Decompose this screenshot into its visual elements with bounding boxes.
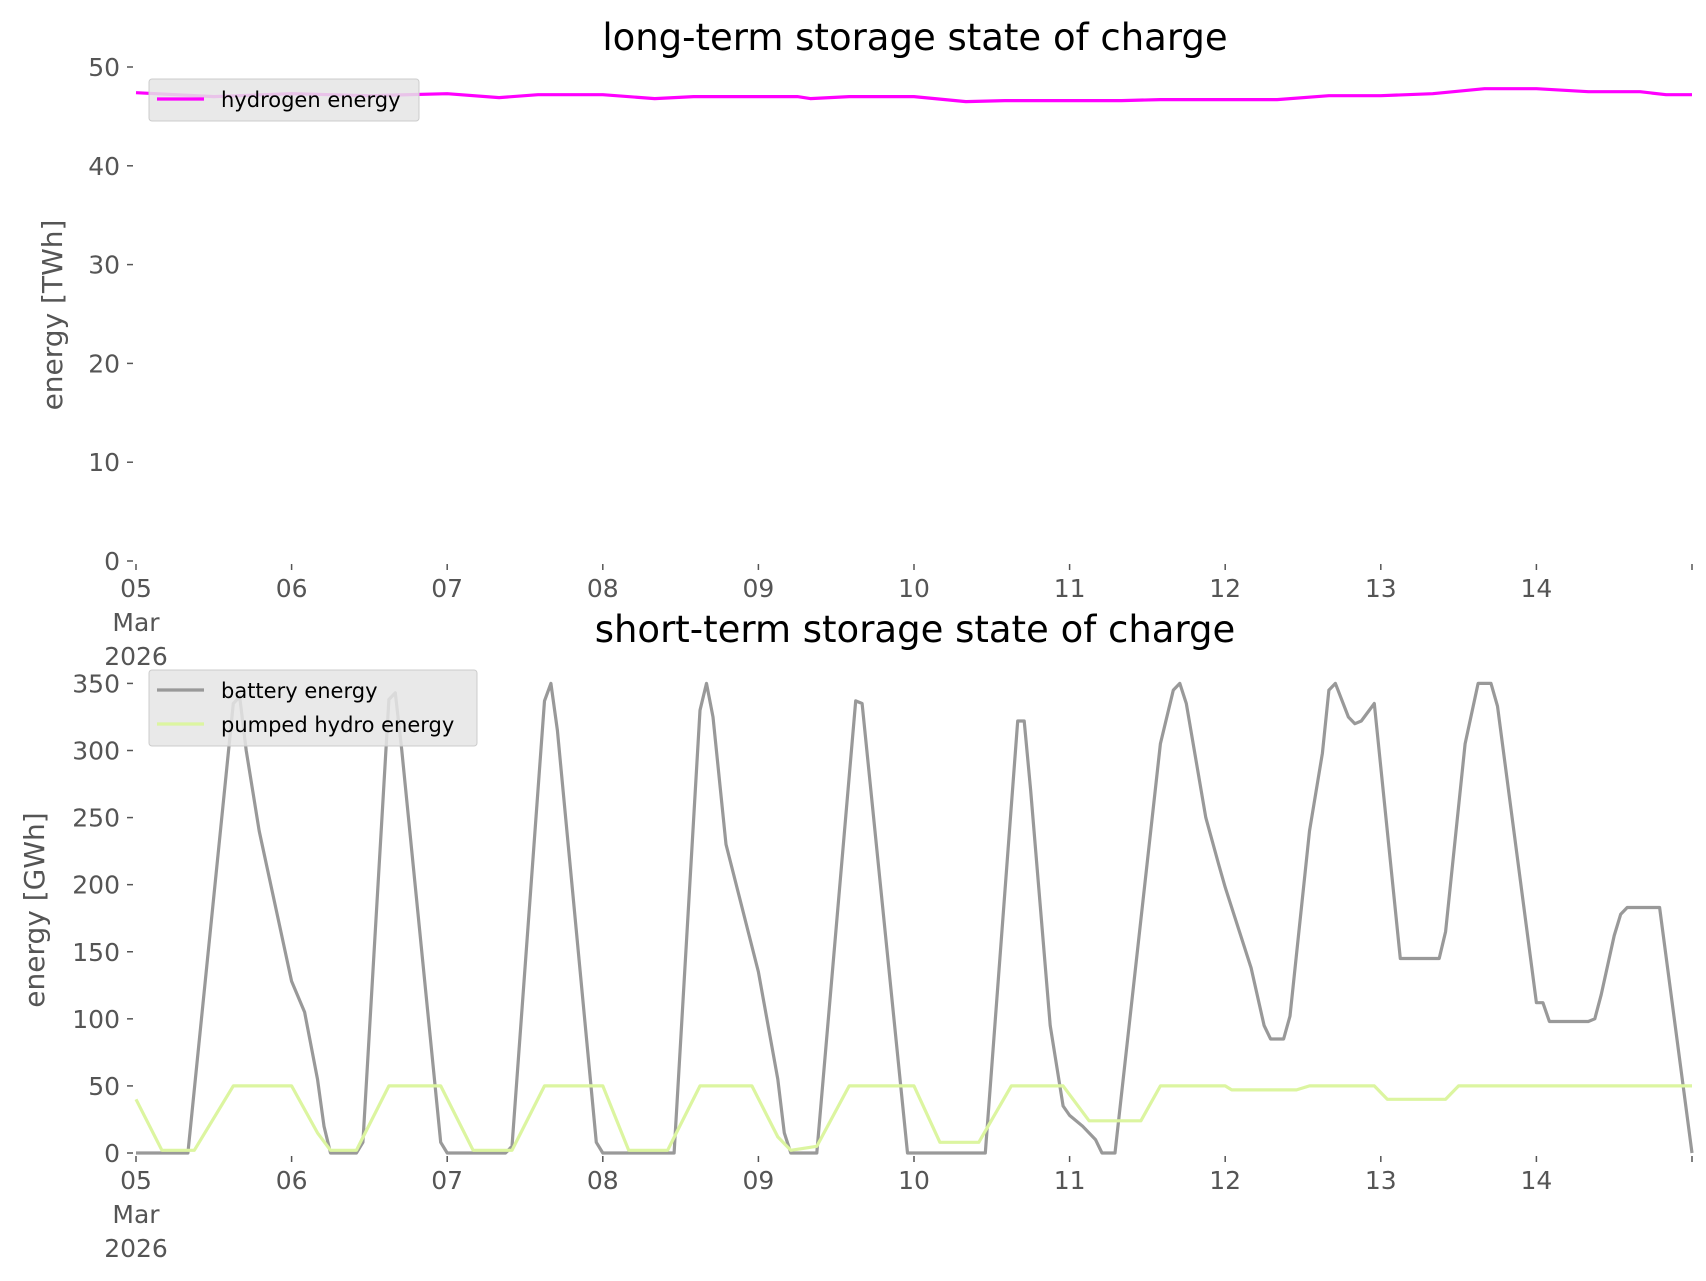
y-tick-label: 30 (88, 251, 120, 280)
x-tick-label-line: 05 (120, 574, 152, 603)
x-tick-label-line: 07 (431, 574, 463, 603)
x-tick-label-line: 08 (587, 574, 619, 603)
legend: battery energy pumped hydro energy (148, 669, 478, 747)
y-tick-label: 200 (72, 871, 120, 900)
x-tick-label: 13 (1365, 1166, 1397, 1195)
x-tick-label-line: 11 (1054, 1166, 1086, 1195)
x-tick-label: 11 (1054, 1166, 1086, 1195)
y-tick-label: 300 (72, 737, 120, 766)
series-line-pumped-hydro-energy (134, 1084, 1692, 1152)
x-tick-label: 05 Mar 2026 (104, 1166, 168, 1263)
x-tick-label-line: 14 (1520, 574, 1552, 603)
legend-label: hydrogen energy (221, 88, 401, 112)
y-tick-label: 50 (88, 53, 120, 82)
y-tick-label: 0 (104, 1139, 120, 1168)
x-tick-label-line: 12 (1209, 574, 1241, 603)
y-axis-label: energy [GWh] (18, 812, 51, 1007)
y-tick-label: 350 (72, 669, 120, 698)
short-term-storage-chart: short-term storage state of charge energ… (18, 608, 1694, 1263)
x-tick-label: 07 (431, 574, 463, 603)
long-term-storage-chart: long-term storage state of charge energy… (36, 16, 1693, 671)
x-tick-label: 05 Mar 2026 (104, 574, 168, 671)
chart-title: long-term storage state of charge (602, 16, 1227, 59)
series-line-battery-energy (136, 681, 1694, 1155)
x-tick-label-line: 08 (587, 1166, 619, 1195)
x-tick-label: 06 (276, 1166, 308, 1195)
x-tick-label: 08 (587, 1166, 619, 1195)
x-tick-label-line: 06 (276, 574, 308, 603)
legend-label: pumped hydro energy (221, 713, 454, 737)
x-tick-label-line: 2026 (104, 1234, 168, 1263)
x-tick-label: 12 (1209, 574, 1241, 603)
x-tick-label: 10 (898, 574, 930, 603)
y-tick-label: 250 (72, 804, 120, 833)
x-tick-label-line: 13 (1365, 1166, 1397, 1195)
x-tick-label: 10 (898, 1166, 930, 1195)
x-tick-label-line: 11 (1054, 574, 1086, 603)
series-line-hydrogen-energy (135, 87, 1692, 104)
x-tick-label-line: 06 (276, 1166, 308, 1195)
legend-box (148, 78, 420, 122)
x-tick-label-line: 13 (1365, 574, 1397, 603)
legend: hydrogen energy (148, 78, 420, 122)
x-tick-label-line: 10 (898, 1166, 930, 1195)
x-tick-label-line: Mar (112, 1200, 160, 1229)
x-tick-label-line: Mar (112, 608, 160, 637)
x-tick-label-line: 12 (1209, 1166, 1241, 1195)
x-tick-label: 13 (1365, 574, 1397, 603)
y-tick-label: 100 (72, 1005, 120, 1034)
legend-label: battery energy (221, 679, 378, 703)
x-tick-label: 09 (742, 1166, 774, 1195)
x-tick-label: 12 (1209, 1166, 1241, 1195)
x-tick-label-line: 2026 (104, 642, 168, 671)
y-tick-label: 50 (88, 1072, 120, 1101)
y-tick-label: 20 (88, 349, 120, 378)
y-tick-label: 150 (72, 938, 120, 967)
x-tick-label: 08 (587, 574, 619, 603)
x-tick-label: 06 (276, 574, 308, 603)
x-tick-label-line: 09 (742, 574, 774, 603)
x-tick-label: 11 (1054, 574, 1086, 603)
x-tick-label-line: 14 (1520, 1166, 1552, 1195)
x-tick-label-line: 09 (742, 1166, 774, 1195)
y-tick-label: 40 (88, 152, 120, 181)
y-axis-label: energy [TWh] (36, 220, 69, 411)
x-tick-label-line: 05 (120, 1166, 152, 1195)
y-tick-label: 10 (88, 448, 120, 477)
x-tick-label: 09 (742, 574, 774, 603)
legend-box (148, 669, 478, 747)
chart-title: short-term storage state of charge (595, 608, 1236, 651)
x-tick-label: 14 (1520, 574, 1552, 603)
x-tick-label: 07 (431, 1166, 463, 1195)
y-tick-label: 0 (104, 547, 120, 576)
x-tick-label: 14 (1520, 1166, 1552, 1195)
x-tick-label-line: 10 (898, 574, 930, 603)
x-tick-label-line: 07 (431, 1166, 463, 1195)
